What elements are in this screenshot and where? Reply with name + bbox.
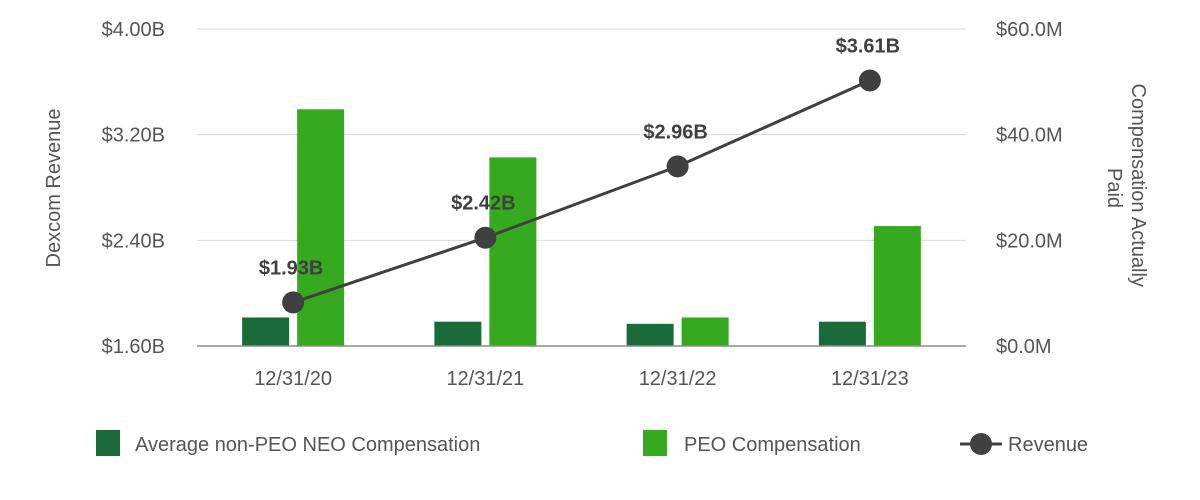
revenue-data-label: $1.93B <box>259 257 324 279</box>
bar-neo-compensation <box>626 323 674 346</box>
x-tick-label: 12/31/23 <box>831 368 909 390</box>
right-tick-label: $40.0M <box>996 125 1063 147</box>
bar-peo-compensation <box>873 226 921 346</box>
revenue-point <box>858 69 881 92</box>
right-tick-label: $0.0M <box>996 336 1052 358</box>
bar-neo-compensation <box>818 321 866 346</box>
bar-peo-compensation <box>297 109 345 346</box>
data-labels: $1.93B $2.42B $2.96B $3.61B <box>259 36 900 280</box>
x-tick-label: 12/31/22 <box>639 368 717 390</box>
left-tick-label: $1.60B <box>102 336 165 358</box>
bars <box>242 109 921 346</box>
revenue-point <box>282 291 305 314</box>
bar-neo-compensation <box>434 321 482 346</box>
right-tick-label: $60.0M <box>996 19 1063 41</box>
right-axis-title-line-1: Compensation Actually <box>1127 83 1149 286</box>
x-tick-label: 12/31/21 <box>446 368 524 390</box>
right-axis-title: Compensation Actually Paid <box>1103 83 1149 292</box>
left-tick-label: $3.20B <box>102 125 165 147</box>
legend-marker-revenue <box>970 433 992 455</box>
axes: $1.60B $2.40B $3.20B $4.00B $0.0M $20.0M $40.0… <box>102 19 1063 390</box>
legend-label-revenue: Revenue <box>1008 434 1088 456</box>
left-tick-label: $2.40B <box>102 230 165 252</box>
bar-peo-compensation <box>681 317 729 346</box>
revenue-line-path <box>292 79 871 304</box>
revenue-data-label: $2.42B <box>451 193 516 215</box>
revenue-data-label: $2.96B <box>643 121 708 143</box>
bar-peo-compensation <box>489 157 537 346</box>
bar-neo-compensation <box>242 317 290 346</box>
left-tick-label: $4.00B <box>102 19 165 41</box>
legend-label-neo: Average non-PEO NEO Compensation <box>135 434 480 456</box>
legend-swatch-peo <box>643 430 667 456</box>
x-tick-label: 12/31/20 <box>254 368 332 390</box>
right-tick-label: $20.0M <box>996 230 1063 252</box>
legend-label-peo: PEO Compensation <box>684 434 861 456</box>
revenue-point <box>666 155 689 178</box>
revenue-data-label: $3.61B <box>836 36 901 58</box>
revenue-point <box>474 226 497 249</box>
legend: Average non-PEO NEO Compensation PEO Com… <box>96 430 1088 456</box>
legend-swatch-neo <box>96 430 120 456</box>
left-axis-title: Dexcom Revenue <box>43 109 65 268</box>
right-axis-title-line-2: Paid <box>1103 168 1125 208</box>
revenue-line <box>282 69 881 314</box>
